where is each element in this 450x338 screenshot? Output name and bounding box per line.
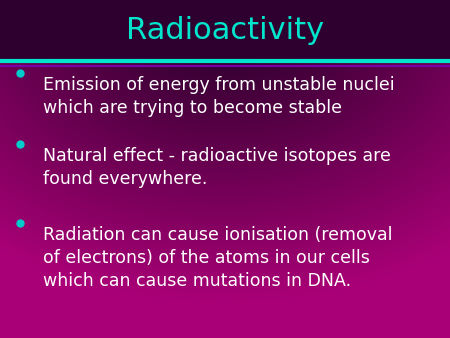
Text: Natural effect - radioactive isotopes are
found everywhere.: Natural effect - radioactive isotopes ar… <box>43 147 391 188</box>
Text: Radiation can cause ionisation (removal
of electrons) of the atoms in our cells
: Radiation can cause ionisation (removal … <box>43 226 392 290</box>
Text: Emission of energy from unstable nuclei
which are trying to become stable: Emission of energy from unstable nuclei … <box>43 76 394 117</box>
Text: Radioactivity: Radioactivity <box>126 16 324 45</box>
Bar <box>0 0 450 61</box>
